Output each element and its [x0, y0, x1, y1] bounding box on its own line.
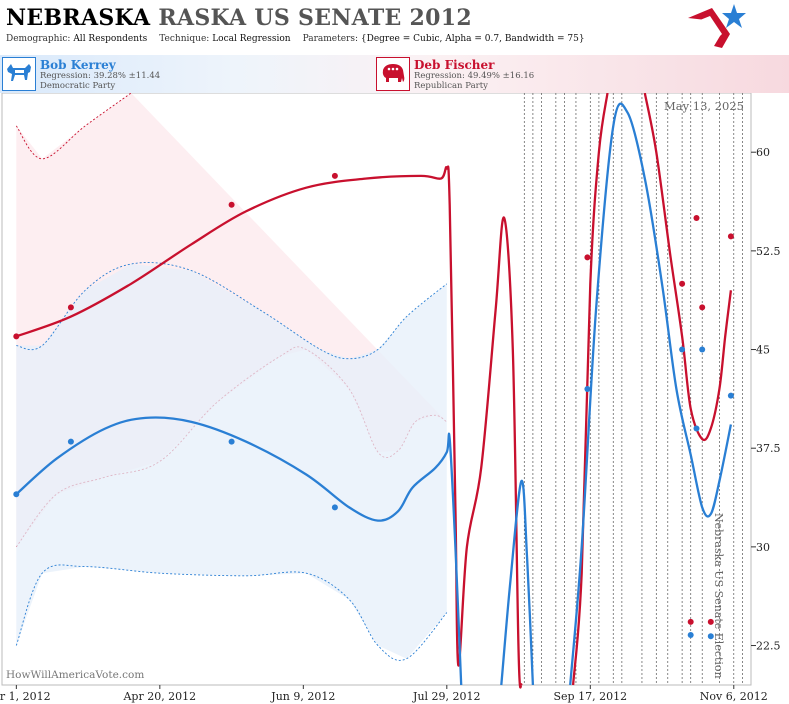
parameters-label: Parameters:	[302, 34, 359, 44]
candidate-party: Democratic Party	[40, 81, 116, 91]
y-tick-label: 30	[756, 541, 770, 554]
poll-point	[679, 346, 686, 353]
poll-point	[13, 491, 20, 498]
candidate-regression: Regression: 39.28% ±11.44	[40, 71, 161, 81]
y-tick-label: 37.5	[756, 442, 781, 455]
candidate-party: Republican Party	[414, 81, 488, 91]
demographic-value: All Respondents	[73, 34, 148, 44]
candidate-regression: Regression: 49.49% ±16.16	[414, 71, 535, 81]
lower-bound-line	[15, 564, 448, 661]
candidate-name: Deb Fischer	[414, 58, 495, 72]
poll-point	[679, 280, 686, 287]
election-side-label: Nebraska US Senate Election	[712, 513, 725, 679]
confidence-bands	[15, 93, 448, 661]
site-logo	[688, 4, 746, 48]
watermark: HowWillAmericaVote.com	[6, 669, 144, 681]
regression-line	[500, 479, 535, 686]
regression-line	[643, 93, 733, 442]
parameters-value: {Degree = Cubic, Alpha = 0.7, Bandwidth …	[360, 34, 585, 44]
poll-point	[727, 392, 734, 399]
x-tick-label: Apr 20, 2012	[122, 690, 196, 703]
title-race: RASKA US SENATE 2012	[158, 5, 472, 31]
candidate-details: Regression: 49.49% ±16.16 Republican Part…	[414, 71, 534, 91]
chart-parameters: Demographic: All Respondents Technique: L…	[6, 34, 585, 44]
regression-lines	[15, 93, 733, 689]
upper-bound-line	[15, 93, 132, 160]
regression-line	[15, 416, 463, 686]
poll-point	[707, 618, 714, 625]
poll-point	[687, 618, 694, 625]
chart-axes: 22.5 30 37.5 45 52.5 60 Mar 1, 2012 Apr 20, 201…	[0, 146, 781, 703]
poll-point	[331, 172, 338, 179]
chart-labels: May 13, 2025 Nebraska US Senate Election H…	[6, 99, 744, 681]
chart-title: NEBRASKA RASKA US SENATE 2012	[6, 5, 472, 31]
poll-point	[693, 215, 700, 221]
donkey-icon	[2, 57, 36, 91]
poll-point	[228, 438, 235, 445]
poll-chart: 22.5 30 37.5 45 52.5 60 Mar 1, 2012 Apr 20, 201…	[0, 93, 781, 703]
y-tick-label: 45	[756, 344, 770, 357]
regression-line	[571, 93, 609, 686]
poll-point	[331, 504, 338, 511]
y-tick-label: 52.5	[756, 245, 781, 258]
x-tick-label: Mar 1, 2012	[0, 690, 51, 703]
y-tick-label: 22.5	[756, 640, 781, 653]
candidate-name: Bob Kerrey	[40, 58, 116, 72]
poll-point	[228, 201, 235, 208]
candidate-details: Regression: 39.28% ±11.44 Democratic Part…	[40, 71, 160, 91]
x-tick-label: Jun 9, 2012	[270, 690, 335, 703]
technique-value: Local Regression	[212, 34, 291, 44]
poll-point	[13, 333, 20, 340]
candidate-bar: Bob Kerrey Regression: 39.28% ±11.44 Demo…	[0, 55, 789, 93]
regression-line	[569, 102, 733, 686]
elephant-icon	[376, 57, 410, 91]
poll-point	[584, 254, 591, 261]
poll-point	[699, 346, 706, 353]
demographic-label: Demographic:	[6, 34, 71, 44]
technique-label: Technique:	[159, 34, 210, 44]
poll-points	[13, 172, 734, 640]
x-tick-label: Sep 17, 2012	[554, 690, 628, 703]
confidence-band	[16, 264, 447, 659]
current-date-label: May 13, 2025	[664, 99, 744, 113]
poll-point	[693, 425, 700, 432]
title-state: NEBRASKA	[6, 5, 151, 31]
upper-bound-line	[16, 262, 448, 360]
poll-point	[687, 632, 694, 638]
chart-header: NEBRASKA RASKA US SENATE 2012 Demographi…	[0, 0, 789, 55]
poll-point	[67, 304, 74, 311]
poll-point	[707, 633, 714, 640]
poll-point	[584, 386, 591, 392]
poll-point	[727, 233, 734, 240]
poll-point	[67, 438, 74, 445]
y-tick-label: 60	[756, 146, 770, 159]
poll-point	[699, 304, 706, 311]
x-tick-label: Nov 6, 2012	[700, 690, 768, 703]
regression-line	[15, 165, 523, 689]
x-tick-label: Jul 29, 2012	[412, 690, 481, 703]
